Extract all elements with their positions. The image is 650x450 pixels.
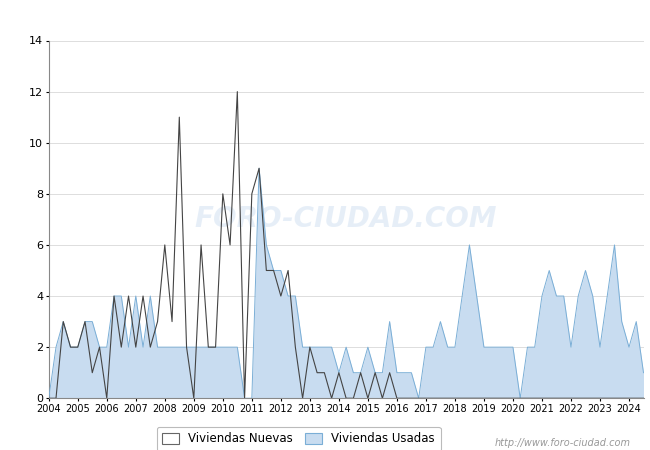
Text: Peguerinos - Evolucion del Nº de Transacciones Inmobiliarias: Peguerinos - Evolucion del Nº de Transac… (102, 10, 548, 26)
Legend: Viviendas Nuevas, Viviendas Usadas: Viviendas Nuevas, Viviendas Usadas (157, 427, 441, 450)
Text: http://www.foro-ciudad.com: http://www.foro-ciudad.com (495, 438, 630, 448)
Text: FORO-CIUDAD.COM: FORO-CIUDAD.COM (195, 205, 497, 234)
